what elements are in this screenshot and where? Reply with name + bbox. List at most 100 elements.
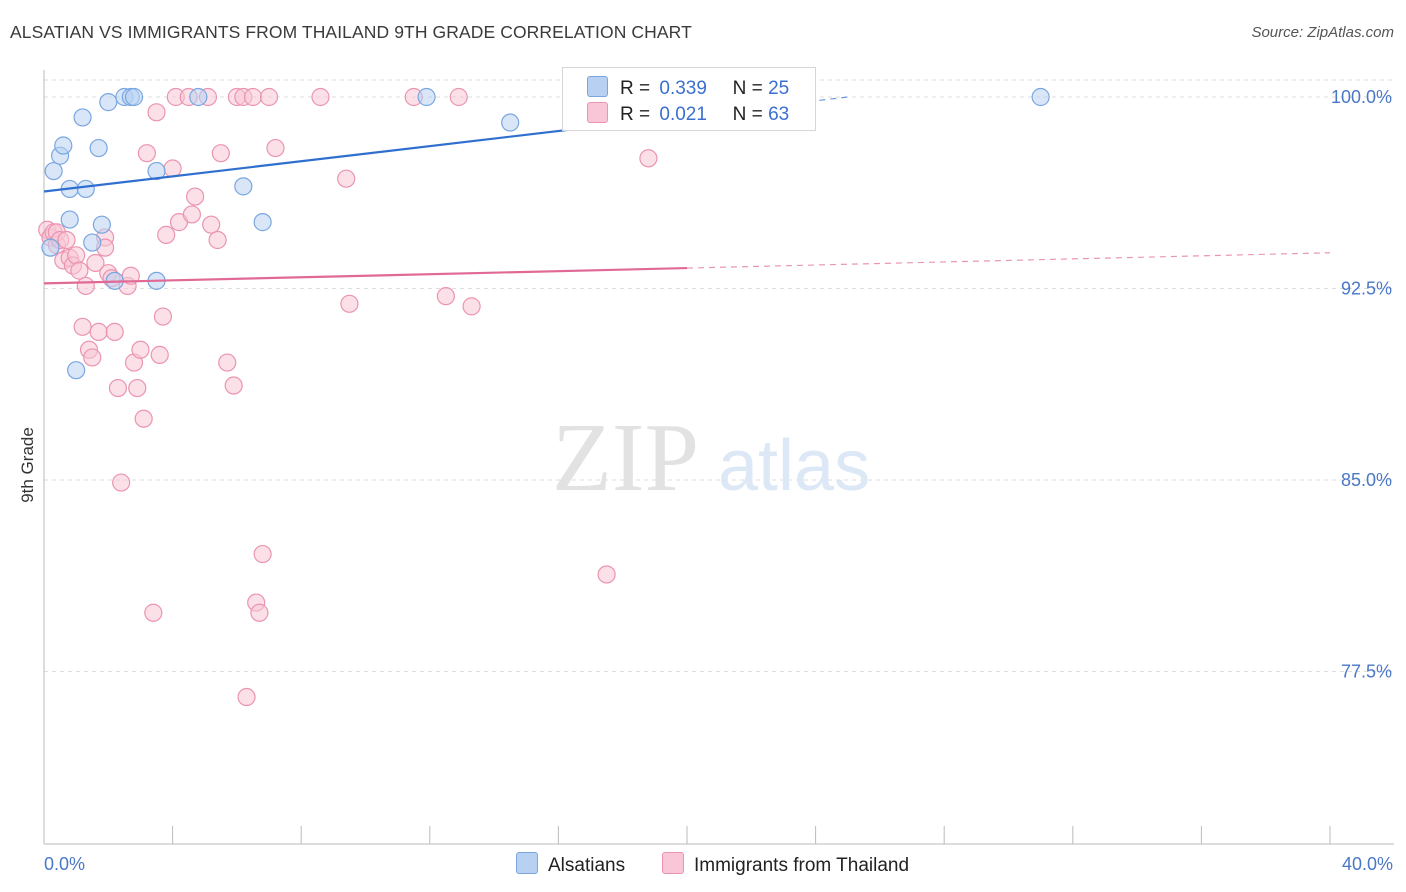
bottom-legend-alsatians: Alsatians [516,852,625,877]
data-point [449,87,468,107]
data-point [462,297,481,316]
data-point [83,348,102,367]
data-point [144,603,163,622]
data-point [86,253,105,273]
data-point [211,144,230,163]
pink-swatch [587,102,608,123]
data-point [105,322,124,342]
y-tick-label: 92.5% [1341,279,1392,299]
legend-label: Alsatians [548,855,626,876]
legend-row-thailand: R = 0.021 N = 63 [587,102,789,128]
y-tick-label: 100.0% [1331,87,1392,107]
y-tick-labels: 100.0% 92.5% 85.0% 77.5% [1331,87,1392,682]
data-point [153,307,173,326]
y-tick-label: 77.5% [1341,662,1392,682]
data-point [76,179,95,199]
data-point [121,266,140,285]
x-tick-label: 0.0% [44,854,85,874]
n-value: 25 [768,78,790,99]
x-tick-labels: 0.0% 40.0% [44,854,1393,874]
data-point [253,213,272,232]
data-point [1031,87,1050,107]
data-point [250,603,269,622]
data-point [243,87,263,107]
n-label: N = [732,78,763,99]
y-axis-title: 9th Grade [18,427,37,503]
watermark-zip: ZIP [552,404,699,512]
data-point [182,205,201,224]
chart-title: ALSATIAN VS IMMIGRANTS FROM THAILAND 9TH… [10,22,692,42]
axes [43,70,1394,845]
series-immigrants-from-thailand [38,87,658,707]
data-point [340,294,359,313]
data-point [73,317,92,336]
blue-swatch [516,852,538,874]
data-point [89,138,108,158]
watermark-atlas: atlas [718,426,870,506]
bottom-legend-thailand: Immigrants from Thailand [662,852,909,877]
blue-swatch [587,76,608,97]
r-label: R = [620,104,651,125]
watermark: ZIP atlas [552,404,870,512]
data-point [44,161,63,181]
pink-swatch [662,852,684,874]
data-point [639,149,658,168]
trend-alsatians-solid [43,122,623,193]
data-point [99,93,118,112]
data-point [131,340,150,359]
data-point [436,287,455,306]
data-point [234,177,253,196]
data-point [147,161,166,181]
r-label: R = [620,78,651,99]
data-point [259,87,279,107]
series-alsatians [41,87,1050,380]
data-point [137,144,156,163]
data-point [218,353,237,372]
r-value: 0.021 [659,104,707,125]
data-point [73,108,92,127]
stats-legend: R = 0.339 N = 25 R = 0.021 N = 63 [562,67,816,131]
data-point [41,238,60,257]
data-point [76,276,95,296]
data-point [186,187,205,206]
data-point [112,473,131,492]
data-point [208,230,227,250]
data-point [67,361,86,380]
data-point [157,225,176,244]
data-point [253,544,272,564]
data-point [54,136,73,155]
y-tick-label: 85.0% [1341,470,1392,490]
data-point [189,87,208,107]
trend-thailand-solid [43,266,688,285]
data-point [108,378,128,398]
legend-label: Immigrants from Thailand [694,855,910,876]
data-point [147,103,166,122]
data-point [417,87,436,107]
n-label: N = [732,104,763,125]
data-point [89,322,108,342]
data-point [124,87,144,107]
x-tick-label: 40.0% [1342,854,1393,874]
data-point [128,378,147,398]
data-point [70,261,89,280]
n-value: 63 [768,104,790,125]
data-point [337,169,356,188]
data-point [83,233,102,252]
data-point [67,246,86,265]
data-point [311,87,330,107]
data-point [202,215,221,234]
r-value: 0.339 [659,78,707,99]
data-point [237,687,256,707]
data-point [57,230,76,250]
data-point [501,113,520,132]
legend-row-alsatians: R = 0.339 N = 25 [587,76,789,102]
data-point [266,138,285,158]
data-point [597,565,616,584]
data-point [150,345,169,364]
data-point [163,159,182,178]
data-point [134,409,153,428]
source-label: Source: ZipAtlas.com [1251,24,1394,41]
data-point [224,376,243,395]
data-point [60,210,79,229]
